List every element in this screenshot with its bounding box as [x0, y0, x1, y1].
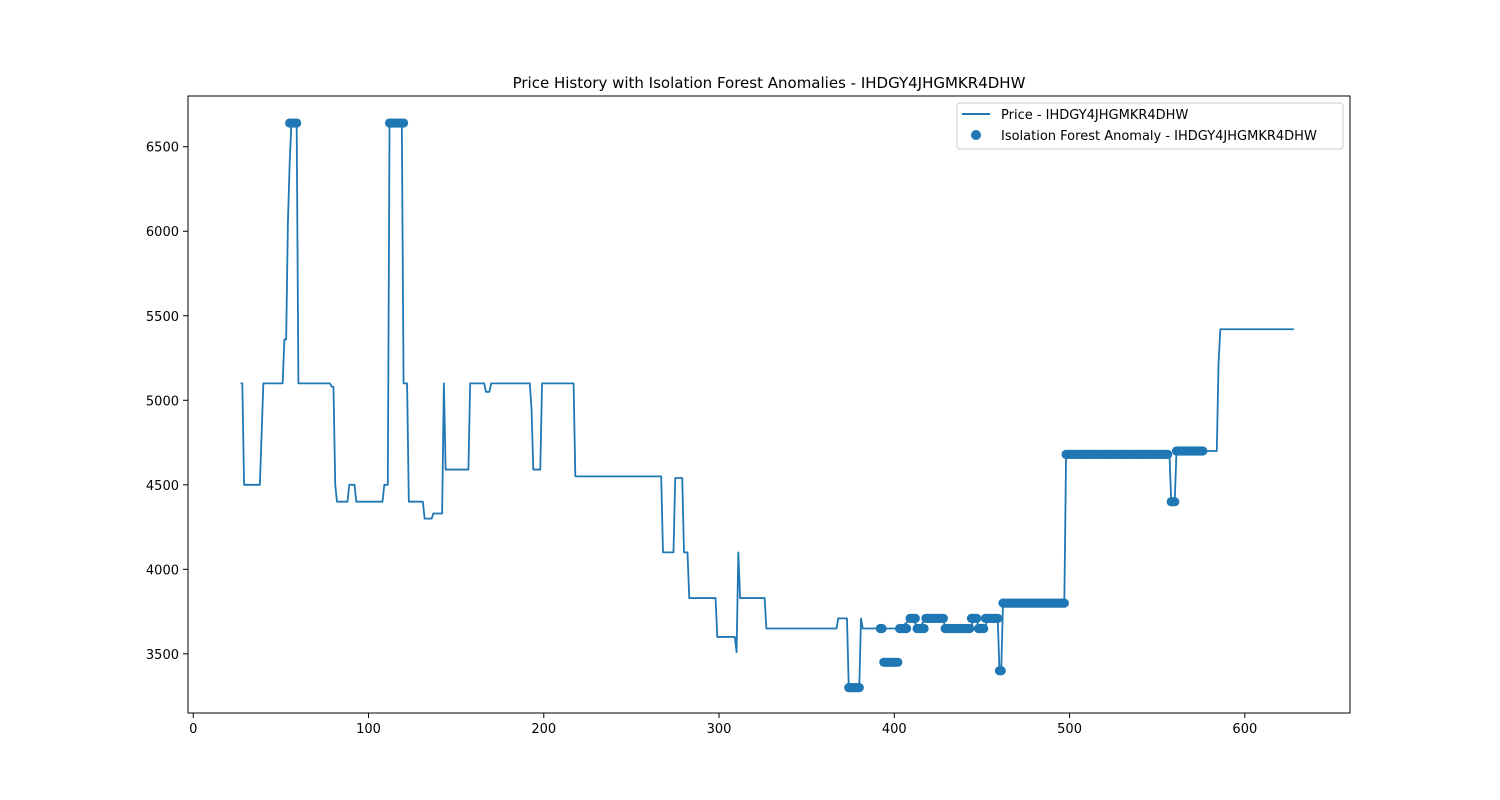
y-tick-label: 5500	[146, 310, 179, 325]
anomaly-point	[292, 118, 302, 128]
anomaly-point	[901, 623, 912, 634]
anomaly-point	[979, 623, 989, 634]
anomaly-point	[972, 613, 982, 623]
y-axis: 3500 4000 4500 5000 5500 6000 6500	[146, 141, 188, 663]
anomaly-point	[398, 118, 409, 128]
anomaly-point	[910, 613, 920, 623]
anomaly-point	[1163, 449, 1173, 459]
plot-frame	[187, 95, 1351, 714]
anomaly-point	[893, 657, 903, 667]
x-tick-label: 200	[531, 722, 556, 737]
anomaly-point	[993, 613, 1003, 623]
legend-box	[956, 102, 1344, 150]
y-tick-label: 5000	[146, 394, 179, 409]
anomaly-point	[854, 683, 864, 693]
x-tick-label: 100	[356, 722, 381, 737]
anomaly-point	[1198, 446, 1208, 456]
anomaly-point	[919, 623, 929, 634]
anomaly-point	[965, 623, 975, 634]
anomaly-point	[938, 613, 948, 623]
y-tick-label: 6000	[146, 225, 179, 240]
y-tick-label: 3500	[146, 648, 179, 663]
x-tick-label: 300	[707, 722, 732, 737]
plot-area	[240, 118, 1294, 693]
x-tick-label: 400	[882, 722, 907, 737]
x-tick-label: 500	[1057, 722, 1082, 737]
legend-label-price: Price - IHDGY4JHGMKR4DHW	[1001, 108, 1188, 123]
chart-title: Price History with Isolation Forest Anom…	[513, 74, 1026, 92]
x-axis: 0 100 200 300 400 500 600	[189, 713, 1257, 737]
x-tick-label: 600	[1232, 722, 1257, 737]
anomaly-point	[1170, 497, 1180, 507]
anomaly-point	[1059, 598, 1069, 608]
legend: Price - IHDGY4JHGMKR4DHW Isolation Fores…	[956, 102, 1344, 150]
y-tick-label: 4000	[146, 563, 179, 578]
x-tick-label: 0	[189, 722, 197, 737]
y-tick-label: 4500	[146, 479, 179, 494]
anomaly-point	[877, 623, 887, 634]
y-tick-label: 6500	[146, 141, 179, 156]
legend-marker-swatch	[971, 130, 981, 140]
anomaly-point	[996, 666, 1006, 676]
legend-label-anomaly: Isolation Forest Anomaly - IHDGY4JHGMKR4…	[1001, 129, 1317, 144]
